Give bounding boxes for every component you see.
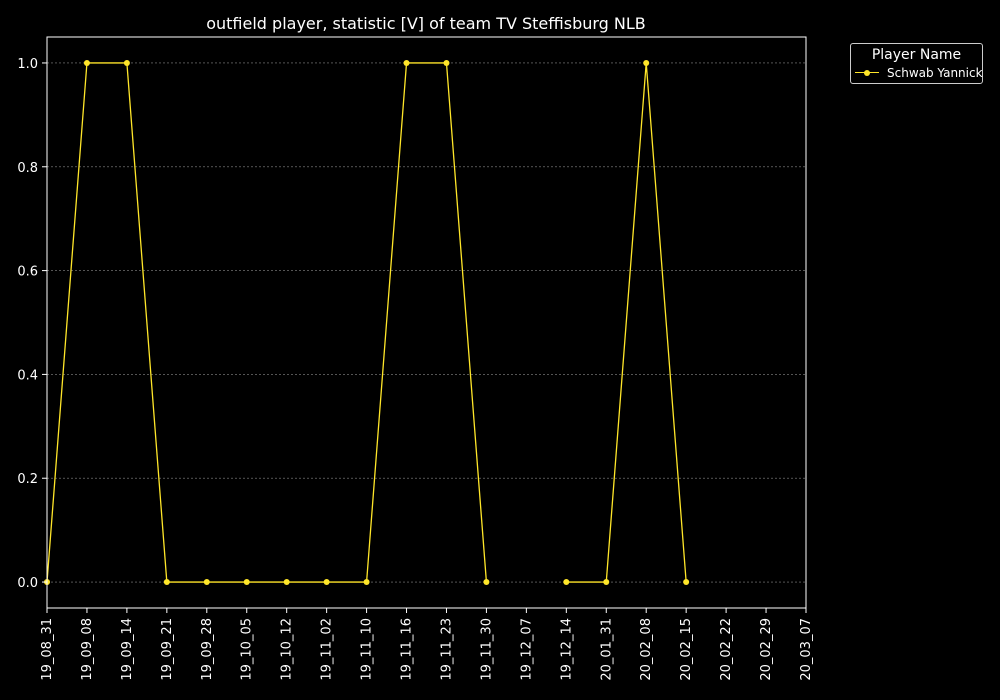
x-tick-label: 19_10_12 (280, 618, 295, 681)
x-tick-label: 19_11_30 (479, 618, 494, 681)
data-point (243, 579, 250, 586)
x-tick-label: 19_11_16 (400, 618, 415, 681)
x-tick-label: 19_11_10 (360, 618, 375, 681)
y-tick-label: 0.2 (17, 472, 38, 487)
x-tick-label: 19_12_07 (519, 618, 534, 681)
y-tick-label: 0.6 (17, 265, 38, 280)
data-point (323, 579, 330, 586)
series-line (566, 62, 687, 583)
legend-title: Player Name (871, 47, 962, 63)
data-point (203, 579, 210, 586)
data-point (83, 59, 90, 66)
data-point (683, 579, 690, 586)
data-point (163, 579, 170, 586)
data-point (403, 59, 410, 66)
y-tick-label: 1.0 (17, 57, 38, 72)
plot-frame (46, 36, 807, 609)
data-point (643, 59, 650, 66)
x-tick-label: 19_09_28 (200, 618, 215, 681)
x-tick-label: 20_02_15 (679, 618, 694, 681)
x-tick-label: 20_02_29 (759, 618, 774, 681)
y-tick-label: 0.8 (17, 161, 38, 176)
x-tick-label: 19_08_31 (40, 618, 55, 681)
y-axis: 0.0 0.2 0.4 0.6 0.8 1.0 (17, 57, 47, 591)
data-point (483, 579, 490, 586)
x-tick-label: 19_10_05 (240, 618, 255, 681)
data-point (363, 579, 370, 586)
series-line (46, 62, 488, 583)
chart-title: outfield player, statistic [V] of team T… (206, 14, 646, 33)
legend: Player Name Schwab Yannick (850, 43, 983, 84)
x-tick-label: 20_02_08 (639, 618, 654, 681)
y-tick-label: 0.4 (17, 368, 38, 383)
x-tick-label: 20_03_07 (799, 618, 814, 681)
x-tick-label: 19_11_23 (439, 618, 454, 681)
data-point (443, 59, 450, 66)
x-tick-label: 19_12_14 (559, 618, 574, 681)
x-axis: 19_08_31 19_09_08 19_09_14 19_09_21 19_09_28… (40, 608, 814, 681)
data-point (123, 59, 130, 66)
x-tick-label: 19_09_14 (120, 618, 135, 681)
grid-lines (47, 62, 806, 583)
data-point (563, 579, 570, 586)
x-tick-label: 19_09_08 (80, 618, 95, 681)
x-tick-label: 19_11_02 (320, 618, 335, 681)
x-tick-label: 20_01_31 (599, 618, 614, 681)
data-point (283, 579, 290, 586)
legend-series-marker (863, 69, 870, 76)
legend-series-label: Schwab Yannick (887, 66, 983, 80)
x-tick-label: 20_02_22 (719, 618, 734, 681)
x-tick-label: 19_09_21 (160, 618, 175, 681)
data-point (603, 579, 610, 586)
series-layer (44, 59, 690, 586)
y-tick-label: 0.0 (17, 576, 38, 591)
